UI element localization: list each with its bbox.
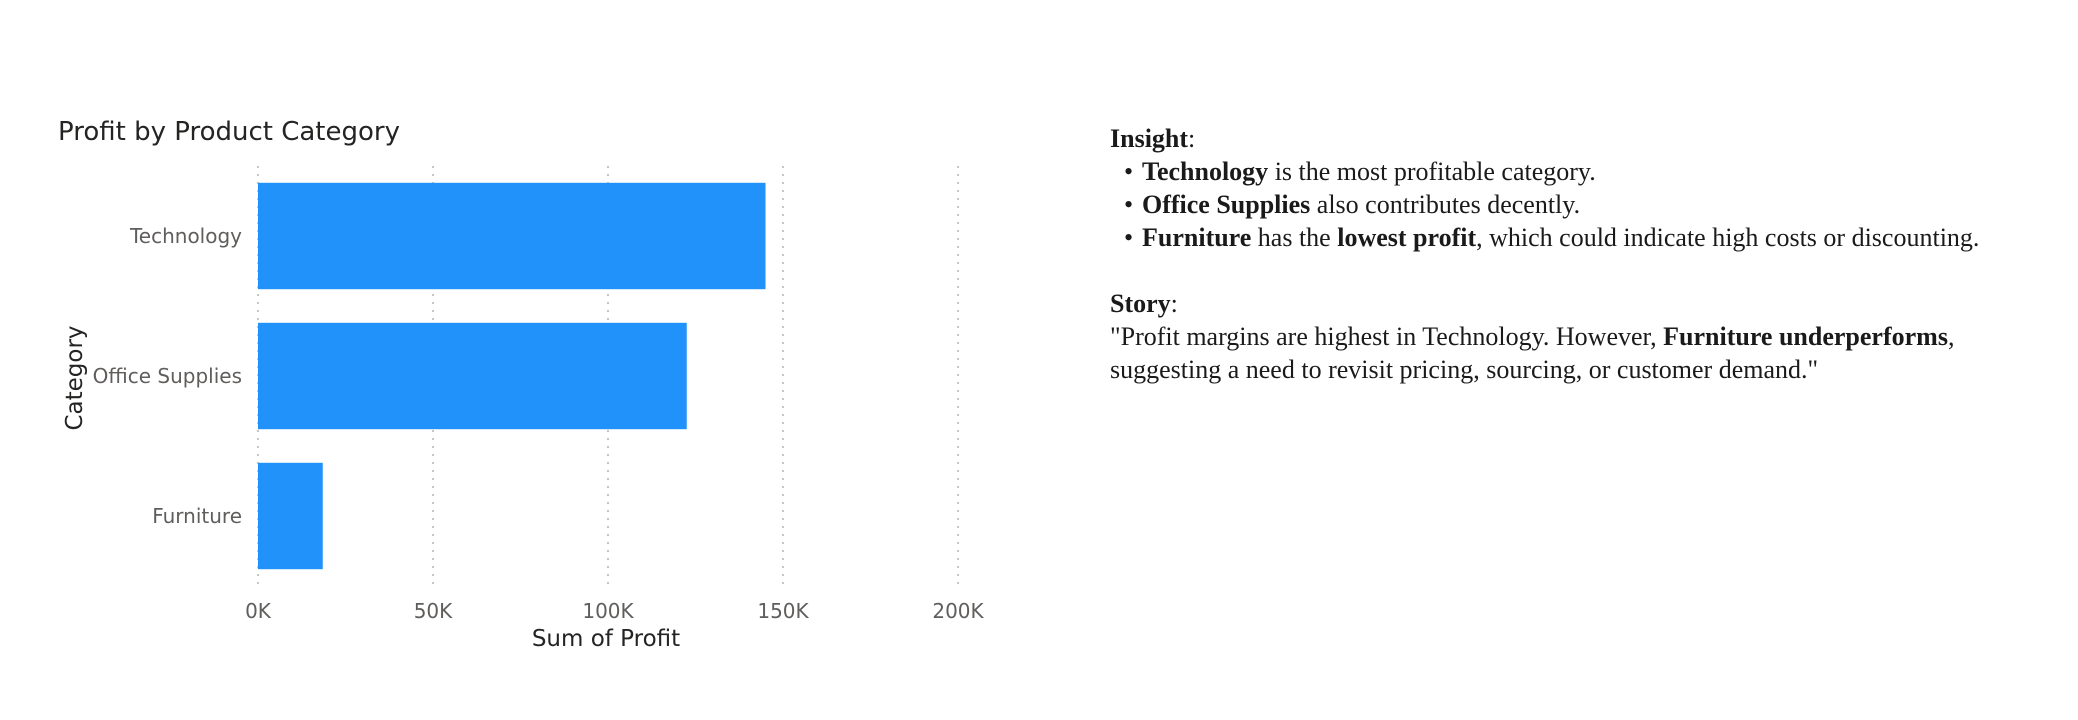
y-axis-title: Category — [62, 325, 88, 430]
insight-item-bold: Technology — [1142, 157, 1269, 186]
chart-title: Profit by Product Category — [58, 117, 400, 147]
x-tick-labels: 0K 50K 100K 150K 200K — [245, 599, 984, 623]
x-tick-label: 0K — [245, 599, 272, 623]
insight-item-text: has the — [1251, 223, 1338, 252]
insight-item-bold: Office Supplies — [1142, 190, 1311, 219]
insight-item-text: is the most profitable category. — [1268, 157, 1596, 186]
insight-item-bold: lowest profit — [1337, 223, 1477, 252]
story-text-start: "Profit margins are highest in Technolog… — [1110, 322, 1664, 351]
insight-heading: Insight — [1110, 124, 1189, 153]
x-tick-label: 50K — [414, 599, 453, 623]
story-text-end: , suggesting a need to revisit pricing, … — [1110, 322, 1955, 384]
x-tick-label: 200K — [932, 599, 984, 623]
category-label: Furniture — [152, 504, 242, 528]
insight-list: Technology is the most profitable catego… — [1110, 155, 2050, 254]
category-label: Technology — [129, 224, 242, 248]
category-labels: Technology Office Supplies Furniture — [93, 224, 243, 528]
insight-item: Technology is the most profitable catego… — [1124, 155, 2050, 188]
story-block: Story: "Profit margins are highest in Te… — [1110, 287, 2050, 386]
category-label: Office Supplies — [93, 364, 242, 388]
story-heading: Story — [1110, 289, 1171, 318]
profit-bar-chart: Profit by Product Category Technology Off… — [58, 117, 985, 652]
x-tick-label: 100K — [582, 599, 634, 623]
bar[interactable] — [258, 182, 766, 290]
story-heading-line: Story: — [1110, 289, 1178, 318]
insight-item-bold: Furniture — [1142, 223, 1252, 252]
insight-heading-line: Insight: — [1110, 124, 1196, 153]
bars — [258, 182, 766, 570]
insight-item: Furniture has the lowest profit, which c… — [1124, 221, 2050, 254]
insight-story-panel: Insight: Technology is the most profitab… — [1110, 122, 2050, 386]
x-tick-label: 150K — [757, 599, 809, 623]
story-text: "Profit margins are highest in Technolog… — [1110, 320, 2050, 386]
insight-item-text: , which could indicate high costs or dis… — [1476, 223, 1980, 252]
bar[interactable] — [258, 322, 687, 430]
bar[interactable] — [258, 462, 323, 570]
insight-item: Office Supplies also contributes decentl… — [1124, 188, 2050, 221]
x-axis-title: Sum of Profit — [532, 626, 680, 652]
story-text-bold: Furniture underperforms — [1663, 322, 1948, 351]
insight-item-text: also contributes decently. — [1310, 190, 1581, 219]
